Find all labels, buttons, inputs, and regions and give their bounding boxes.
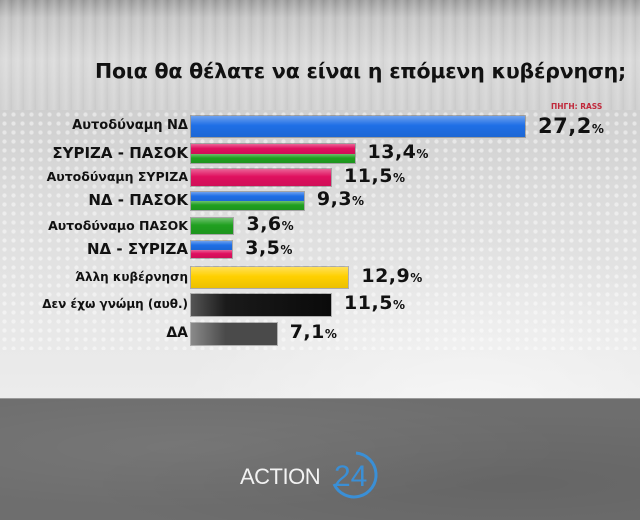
footer-band (0, 398, 640, 520)
category-label: ΝΔ - ΣΥΡΙΖΑ (86, 239, 188, 258)
bar (190, 322, 278, 346)
category-label: ΔΑ (166, 324, 188, 341)
bar (190, 266, 350, 289)
action24-logo: ACTION 24 (240, 450, 410, 500)
bar-segment (191, 144, 355, 154)
category-label: Αυτοδύναμη ΝΔ (72, 118, 188, 134)
data-label-unit: % (410, 270, 423, 285)
bar-segment (191, 249, 233, 258)
bar (190, 143, 356, 164)
logo-number: 24 (334, 460, 367, 493)
data-label-unit: % (280, 242, 293, 257)
data-label-value: 27,2 (538, 113, 592, 138)
category-label: Αυτοδύναμη ΣΥΡΙΖΑ (46, 169, 188, 185)
data-label-unit: % (416, 146, 429, 161)
bar (190, 115, 526, 138)
bar-segment (191, 192, 304, 201)
data-label: 13,4% (368, 141, 429, 163)
bar-segment (191, 241, 233, 250)
data-label: 9,3% (317, 188, 365, 210)
data-label-value: 12,9 (361, 264, 411, 287)
category-label: ΝΔ - ΠΑΣΟΚ (88, 191, 188, 210)
bar (190, 240, 234, 259)
bar (190, 191, 305, 211)
data-label: 11,5% (344, 292, 405, 314)
data-label-unit: % (392, 298, 406, 312)
data-label: 3,5% (245, 237, 293, 259)
bar-segment (191, 201, 304, 210)
category-label: Αυτοδύναμο ΠΑΣΟΚ (48, 217, 188, 233)
chart-title: Ποια θα θέλατε να είναι η επόμενη κυβέρν… (95, 59, 627, 83)
data-label-unit: % (352, 194, 365, 208)
data-label-unit: % (392, 170, 406, 185)
bar (190, 293, 333, 317)
category-label: ΣΥΡΙΖΑ - ΠΑΣΟΚ (52, 143, 188, 162)
data-label-value: 11,5 (344, 292, 393, 314)
bar-segment (191, 153, 355, 163)
bar (190, 217, 235, 235)
bar-segment (191, 267, 349, 288)
chart-background (0, 0, 640, 398)
data-label: 12,9% (361, 265, 422, 287)
category-label: Άλλη κυβέρνηση (75, 269, 188, 284)
data-label-unit: % (591, 121, 605, 136)
data-label: 7,1% (290, 321, 338, 343)
data-label: 11,5% (344, 165, 405, 187)
data-label-unit: % (281, 219, 295, 233)
data-label-value: 3,6 (246, 213, 282, 235)
logo-24-icon: 24 (332, 451, 378, 499)
bar-segment (191, 294, 332, 316)
bar (190, 168, 333, 187)
data-label-value: 11,5 (344, 164, 393, 187)
bar-segment (191, 169, 332, 186)
data-label-value: 13,4 (367, 140, 417, 163)
data-label: 3,6% (246, 213, 294, 235)
data-label-unit: % (324, 327, 338, 341)
data-label-value: 3,5 (245, 236, 281, 259)
bar-segment (191, 116, 525, 137)
category-label: Δεν έχω γνώμη (αυθ.) (42, 297, 188, 312)
data-label-value: 7,1 (289, 321, 325, 343)
data-label-value: 9,3 (316, 188, 353, 210)
bar-segment (191, 218, 234, 234)
source-label: ΠΗΓΗ: RASS (551, 102, 603, 111)
logo-text: ACTION (240, 464, 321, 489)
data-label: 27,2% (538, 114, 604, 138)
bar-segment (191, 323, 277, 345)
